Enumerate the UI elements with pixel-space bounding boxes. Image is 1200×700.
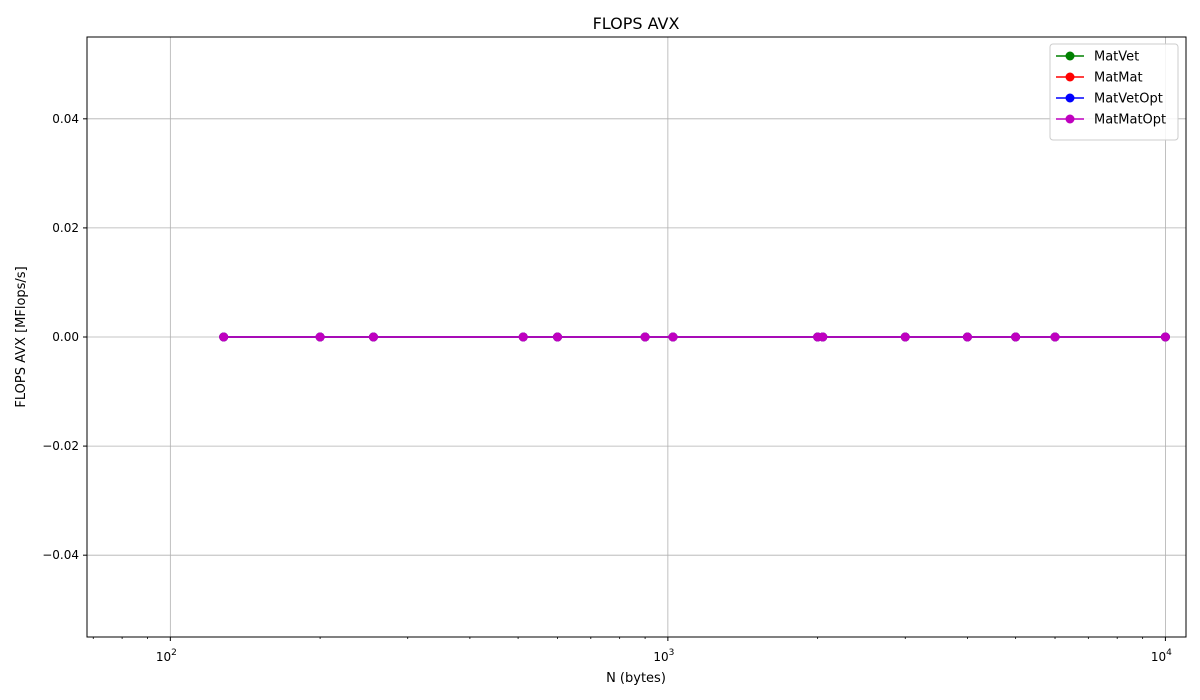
- legend-marker: [1065, 72, 1075, 82]
- ticks: 102 103 104−0.04−0.020.000.020.04: [42, 112, 1172, 664]
- data-point: [315, 332, 325, 342]
- y-tick-label: 0.00: [52, 330, 79, 344]
- legend-label: MatMatOpt: [1094, 113, 1166, 128]
- x-tick-exponent: 4: [1166, 648, 1172, 658]
- legend-marker: [1065, 93, 1075, 103]
- x-tick-label: 104: [1151, 648, 1172, 664]
- data-point: [1050, 332, 1060, 342]
- legend-label: MatVetOpt: [1094, 92, 1163, 107]
- data-point: [1011, 332, 1021, 342]
- data-point: [668, 332, 678, 342]
- y-tick-label: 0.02: [52, 221, 79, 235]
- x-tick-exponent: 2: [171, 648, 177, 658]
- data-point: [640, 332, 650, 342]
- y-tick-label: −0.04: [42, 548, 79, 562]
- x-tick-exponent: 3: [669, 648, 675, 658]
- legend-item: MatVetOpt: [1056, 92, 1163, 107]
- x-tick-base: 10: [653, 650, 668, 664]
- legend-marker: [1065, 114, 1075, 124]
- y-tick-label: 0.04: [52, 112, 79, 126]
- chart-title: FLOPS AVX: [593, 14, 680, 33]
- data-point: [368, 332, 378, 342]
- data-point: [518, 332, 528, 342]
- data-point: [962, 332, 972, 342]
- legend-item: MatMatOpt: [1056, 113, 1166, 128]
- legend-marker: [1065, 51, 1075, 61]
- y-axis-title: FLOPS AVX [MFlops/s]: [14, 266, 29, 407]
- data-point: [552, 332, 562, 342]
- legend-item: MatVet: [1056, 50, 1139, 65]
- x-tick-base: 10: [156, 650, 171, 664]
- legend-box: [1049, 43, 1179, 141]
- data-point: [818, 332, 828, 342]
- series-MatMatOpt: [219, 332, 1170, 342]
- series-layer: [219, 332, 1170, 342]
- legend: MatVet MatMat MatVetOpt MatMatOpt: [1049, 43, 1179, 141]
- x-tick-label: 103: [653, 648, 674, 664]
- x-axis-title: N (bytes): [606, 671, 666, 686]
- y-tick-label: −0.02: [42, 439, 79, 453]
- legend-label: MatMat: [1094, 71, 1143, 86]
- data-point: [219, 332, 229, 342]
- x-tick-label: 102: [156, 648, 177, 664]
- legend-item: MatMat: [1056, 71, 1143, 86]
- legend-label: MatVet: [1094, 50, 1139, 65]
- x-tick-base: 10: [1151, 650, 1166, 664]
- data-point: [1160, 332, 1170, 342]
- data-point: [900, 332, 910, 342]
